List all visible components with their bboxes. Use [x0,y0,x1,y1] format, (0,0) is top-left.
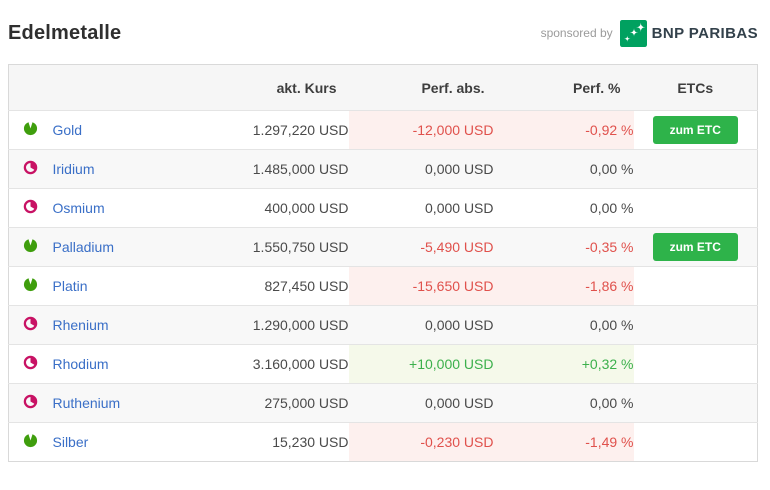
perf-pct-value: -1,49 % [493,422,634,462]
sponsored-by-label: sponsored by [540,26,613,40]
perf-pct-value: -1,86 % [493,266,634,306]
quote-time-clock-icon-red [23,199,38,214]
header-etcs: ETCs [633,64,758,111]
zum-etc-button[interactable]: zum ETC [652,116,738,144]
metal-name-link[interactable]: Palladium [52,239,114,255]
bnp-paribas-logo[interactable]: BNP PARIBAS [619,19,758,47]
table-row: Platin 827,450 USD -15,650 USD -1,86 % [8,266,758,306]
table-row: Osmium 400,000 USD 0,000 USD 0,00 % [8,188,758,228]
akt-kurs-value: 827,450 USD [148,266,349,306]
metal-name-link[interactable]: Ruthenium [52,395,121,411]
header-name-column [52,64,149,111]
perf-pct-value: 0,00 % [493,383,634,423]
header-perf-abs: Perf. abs. [348,64,494,111]
page-title: Edelmetalle [8,21,122,44]
metal-name-link[interactable]: Gold [52,122,83,138]
perf-abs-value: -15,650 USD [348,266,494,306]
metal-name-link[interactable]: Rhodium [52,356,109,372]
quote-time-clock-icon-green [23,121,38,136]
akt-kurs-value: 275,000 USD [148,383,349,423]
zum-etc-button[interactable]: zum ETC [652,233,738,261]
perf-abs-value: 0,000 USD [348,305,494,345]
table-row: Silber 15,230 USD -0,230 USD -1,49 % [8,422,758,462]
perf-pct-value: 0,00 % [493,149,634,189]
quote-time-clock-icon-green [23,433,38,448]
quote-time-clock-icon-red [23,394,38,409]
metal-name-link[interactable]: Silber [52,434,89,450]
widget-header: Edelmetalle sponsored by BNP PARIBAS [8,16,758,50]
metal-name-link[interactable]: Rhenium [52,317,109,333]
quote-time-clock-icon-red [23,316,38,331]
akt-kurs-value: 1.290,000 USD [148,305,349,345]
akt-kurs-value: 400,000 USD [148,188,349,228]
perf-abs-value: 0,000 USD [348,383,494,423]
table-row: Rhenium 1.290,000 USD 0,000 USD 0,00 % [8,305,758,345]
metal-name-link[interactable]: Platin [52,278,88,294]
quote-time-clock-icon-red [23,160,38,175]
perf-pct-value: 0,00 % [493,305,634,345]
perf-abs-value: -5,490 USD [348,227,494,267]
perf-pct-value: +0,32 % [493,344,634,384]
perf-pct-value: -0,92 % [493,110,634,150]
quote-time-clock-icon-green [23,238,38,253]
quote-time-clock-icon-red [23,355,38,370]
table-row: Ruthenium 275,000 USD 0,000 USD 0,00 % [8,383,758,423]
header-akt-kurs: akt. Kurs [148,64,349,111]
bnp-paribas-stars-icon [619,19,647,47]
akt-kurs-value: 15,230 USD [148,422,349,462]
perf-abs-value: 0,000 USD [348,188,494,228]
metal-name-link[interactable]: Osmium [52,200,105,216]
perf-pct-value: -0,35 % [493,227,634,267]
perf-abs-value: +10,000 USD [348,344,494,384]
akt-kurs-value: 1.550,750 USD [148,227,349,267]
perf-abs-value: 0,000 USD [348,149,494,189]
table-header-row: akt. Kurs Perf. abs. Perf. % ETCs [8,64,758,111]
header-icon-column [8,64,53,111]
bnp-paribas-wordmark: BNP PARIBAS [651,24,758,42]
table-row: Iridium 1.485,000 USD 0,000 USD 0,00 % [8,149,758,189]
header-perf-pct: Perf. % [493,64,634,111]
quote-time-clock-icon-green [23,277,38,292]
table-row: Gold 1.297,220 USD -12,000 USD -0,92 % z… [8,110,758,150]
perf-abs-value: -0,230 USD [348,422,494,462]
perf-pct-value: 0,00 % [493,188,634,228]
akt-kurs-value: 1.297,220 USD [148,110,349,150]
precious-metals-table: akt. Kurs Perf. abs. Perf. % ETCs Gold 1… [8,64,758,462]
perf-abs-value: -12,000 USD [348,110,494,150]
akt-kurs-value: 3.160,000 USD [148,344,349,384]
metal-name-link[interactable]: Iridium [52,161,95,177]
table-row: Rhodium 3.160,000 USD +10,000 USD +0,32 … [8,344,758,384]
table-row: Palladium 1.550,750 USD -5,490 USD -0,35… [8,227,758,267]
sponsor-area[interactable]: sponsored by BNP PARIBAS [540,19,758,47]
akt-kurs-value: 1.485,000 USD [148,149,349,189]
